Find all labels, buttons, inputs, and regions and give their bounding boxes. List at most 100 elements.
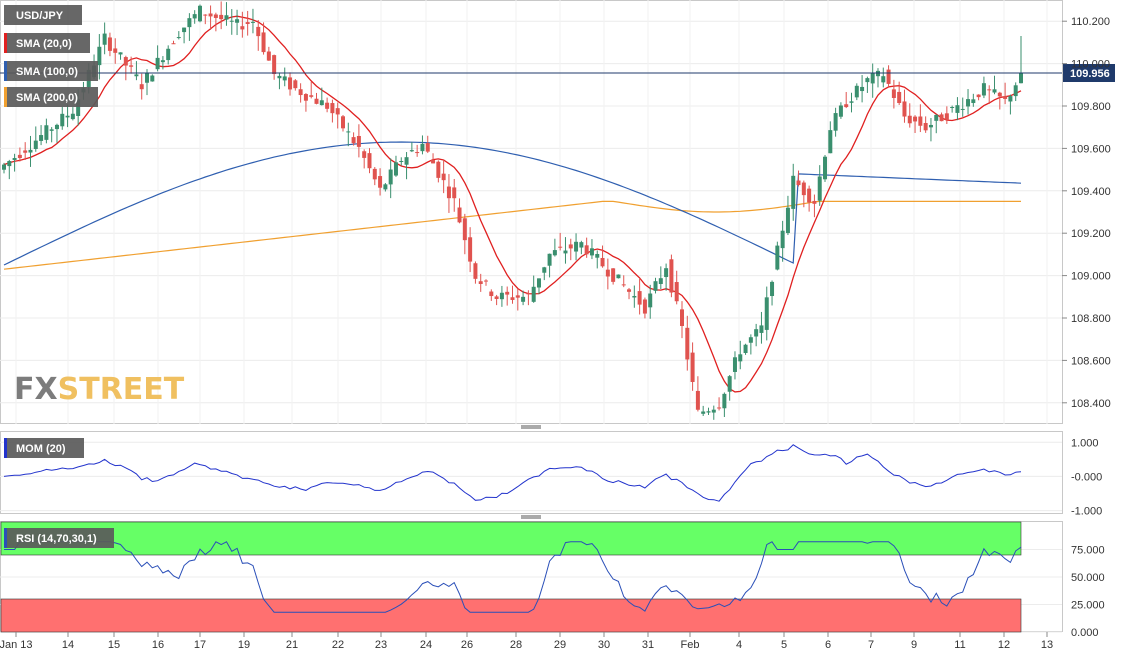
watermark-fx: FX [14, 372, 58, 407]
candle-down [600, 258, 605, 267]
candle-down [351, 137, 356, 144]
candle-down [107, 37, 112, 51]
candle-down [139, 84, 144, 90]
candle-down [621, 284, 626, 286]
candle-down [372, 168, 377, 180]
candle-down [266, 51, 271, 61]
candle-up [399, 160, 404, 163]
candle-up [770, 281, 775, 297]
candle-up [701, 411, 706, 414]
candle-down [605, 269, 610, 277]
candle-up [748, 337, 753, 343]
candle-up [160, 60, 165, 63]
candle-up [928, 124, 933, 128]
x-tick-label: 24 [420, 639, 432, 651]
x-tick-label: 6 [825, 639, 831, 651]
candle-down [812, 200, 817, 204]
candle-up [102, 33, 107, 45]
legend-instrument[interactable]: USD/JPY [4, 5, 82, 25]
candle-up [934, 114, 939, 121]
candle-down [717, 407, 722, 409]
x-tick-label: 21 [286, 639, 298, 651]
candle-down [674, 282, 679, 302]
candle-down [913, 116, 918, 122]
legend-sma20-label: SMA (20,0) [16, 38, 72, 50]
candle-up [759, 325, 764, 333]
candle-up [865, 78, 870, 83]
price-tick-label: 108.400 [1071, 398, 1111, 410]
candle-up [992, 89, 997, 93]
candle-down [1003, 96, 1008, 99]
pane-resize-handle-1[interactable] [521, 425, 541, 429]
candle-up [648, 293, 653, 308]
price-tick-label: 109.400 [1071, 186, 1111, 198]
rsi-tick-label: 50.000 [1071, 572, 1105, 584]
candle-down [584, 245, 589, 255]
candle-up [854, 85, 859, 98]
candle-down [558, 246, 563, 248]
candle-up [860, 86, 865, 92]
price-pane [0, 0, 1063, 424]
candle-down [441, 173, 446, 181]
candle-down [288, 77, 293, 90]
candle-up [653, 281, 658, 291]
legend-sma200[interactable]: SMA (200,0) [4, 87, 98, 107]
candle-up [775, 245, 780, 270]
candle-up [33, 140, 38, 149]
candle-down [997, 92, 1002, 97]
candle-up [118, 52, 123, 55]
legend-sma100[interactable]: SMA (100,0) [4, 61, 98, 81]
candle-up [732, 357, 737, 372]
candle-down [627, 289, 632, 292]
price-tick-label: 110.000 [1071, 59, 1110, 71]
candle-down [17, 154, 22, 159]
candle-down [505, 291, 510, 295]
x-tick-label: 26 [461, 639, 473, 651]
rsi-oversold-zone [0, 598, 1022, 633]
candle-down [425, 143, 430, 152]
candle-up [791, 175, 796, 209]
candle-up [658, 278, 663, 284]
last-price-label: 109.956 [1070, 68, 1110, 80]
x-tick-label: 9 [911, 639, 917, 651]
price-tick-label: 108.800 [1071, 313, 1111, 325]
candle-up [664, 268, 669, 278]
candle-up [574, 241, 579, 252]
legend-sma20[interactable]: SMA (20,0) [4, 33, 90, 53]
watermark-street: STREET [58, 372, 185, 407]
candle-down [431, 160, 436, 164]
candle-up [881, 76, 886, 83]
candle-down [685, 327, 690, 360]
candle-up [250, 21, 255, 23]
candle-up [981, 83, 986, 96]
candle-down [415, 152, 420, 154]
candle-down [378, 176, 383, 188]
candle-up [70, 113, 75, 120]
price-tick-label: 108.600 [1071, 355, 1111, 367]
candle-up [409, 150, 414, 152]
legend-rsi[interactable]: RSI (14,70,30,1) [4, 528, 114, 548]
x-tick-label: 30 [598, 639, 610, 651]
candle-down [23, 150, 28, 153]
candle-up [420, 143, 425, 152]
candle-up [54, 124, 59, 130]
candle-down [171, 43, 176, 45]
candle-down [807, 188, 812, 203]
candle-up [155, 57, 160, 70]
candle-down [208, 13, 213, 17]
candle-down [695, 390, 700, 410]
candle-up [319, 100, 324, 106]
candle-up [229, 20, 234, 22]
candle-down [462, 218, 467, 241]
candle-down [303, 94, 308, 101]
candle-down [489, 291, 494, 297]
candle-up [950, 106, 955, 108]
legend-mom[interactable]: MOM (20) [4, 438, 84, 458]
candle-down [245, 22, 250, 24]
candle-down [298, 89, 303, 96]
candle-down [219, 14, 224, 20]
candle-up [97, 46, 102, 66]
pane-resize-handle-2[interactable] [521, 515, 541, 519]
candle-down [891, 89, 896, 98]
